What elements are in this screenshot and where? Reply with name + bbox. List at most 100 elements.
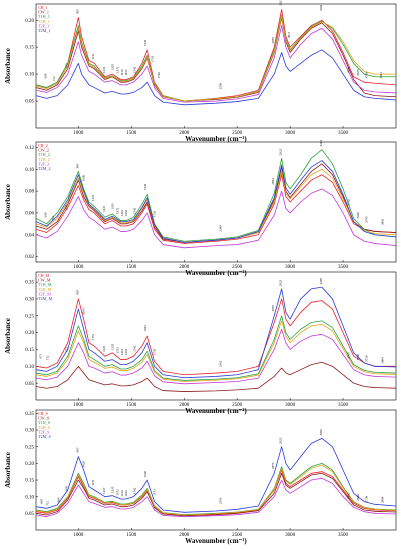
series-line-t2h-m (35, 320, 397, 382)
legend-entry: CW_S (38, 416, 50, 421)
y-tick-label: 0.10 (25, 168, 34, 173)
peak-label: 3294 (319, 140, 323, 147)
series-line-cw-s (35, 472, 397, 517)
y-tick-label: 0.04 (25, 233, 34, 238)
peak-label: 3565 (346, 352, 350, 359)
series-line-t2m-m (35, 286, 397, 379)
x-tick-label: 1000 (73, 403, 84, 408)
x-tick-label: 3000 (285, 131, 296, 136)
peak-label: 1542 (133, 207, 137, 214)
peak-label: 3635 (356, 69, 360, 76)
peak-label: 2923 (279, 148, 283, 155)
peak-label: 997 (75, 9, 79, 14)
y-tick-label: 0.10 (25, 365, 34, 370)
y-tick-label: 0.12 (25, 146, 34, 151)
series-line-t2h-2 (35, 168, 397, 243)
legend-entry: CR_2 (38, 143, 48, 148)
series-line-t2f-s (35, 477, 397, 518)
y-tick-label: 0.30 (25, 298, 34, 303)
y-tick-label: 0.06 (25, 212, 34, 217)
legend-entry: T2H_2 (38, 157, 50, 162)
legend-entry: T2F_2 (38, 161, 49, 166)
x-axis-label: Wavenumber (cm⁻¹) (185, 407, 247, 415)
peak-label: 2923 (279, 0, 283, 6)
legend-entry: CR_M (38, 273, 50, 278)
y-tick-label: 0.35 (25, 412, 34, 417)
x-tick-label: 3500 (338, 265, 349, 270)
peak-label: 3566 (346, 66, 350, 73)
peak-label: 712 (46, 355, 50, 360)
x-tick-label: 1000 (73, 131, 84, 136)
peak-label: 1151 (91, 479, 95, 486)
peak-label: 668 (44, 212, 48, 217)
peak-label: 668 (44, 73, 48, 78)
y-tick-label: 0.20 (25, 331, 34, 336)
x-tick-label: 1500 (126, 265, 137, 270)
peak-label: 2349 (218, 225, 222, 232)
x-tick-label: 1500 (126, 403, 137, 408)
legend-entry: T1H_M (38, 282, 52, 287)
peak-label: 2923 (279, 437, 283, 444)
x-tick-label: 2000 (179, 533, 190, 538)
peak-label: 3745 (364, 216, 368, 223)
y-axis-label: Absorbance (4, 48, 12, 84)
series-line-t2f-1 (35, 25, 397, 103)
x-axis-label: Wavenumber (cm⁻¹) (185, 269, 247, 277)
peak-label: 2356 (218, 497, 222, 504)
peak-label: 1542 (133, 345, 137, 352)
peak-label: 3562 (346, 199, 350, 206)
y-tick-label: 0.15 (25, 479, 34, 484)
x-tick-label: 3500 (338, 533, 349, 538)
y-tick-label: 0.10 (25, 495, 34, 500)
peak-label: 1335 (110, 64, 114, 71)
y-axis-label: Absorbance (4, 184, 12, 220)
y-tick-label: 0.05 (25, 512, 34, 517)
peak-label: 3739 (364, 355, 368, 362)
series-line-cr-s (35, 469, 397, 516)
peak-label: 1733 (153, 211, 157, 218)
series-line-t2f-2 (35, 188, 397, 249)
peak-label: 1733 (153, 348, 157, 355)
peak-label: 671 (38, 353, 42, 358)
y-tick-label: 0.15 (25, 348, 34, 353)
y-tick-label: 0.30 (25, 429, 34, 434)
legend-entry: T2H_M (38, 287, 52, 292)
legend-entry: T2F_1 (38, 23, 49, 28)
peak-label: 1733 (151, 56, 155, 63)
peak-label: 2855 (271, 305, 275, 312)
x-tick-label: 3000 (285, 403, 296, 408)
peak-label: 712 (51, 215, 55, 220)
peak-label: 1542 (133, 487, 137, 494)
peak-label: 870 (65, 485, 69, 490)
peak-label: 1151 (91, 53, 95, 60)
peak-label: 3739 (364, 496, 368, 503)
x-tick-label: 2500 (232, 403, 243, 408)
legend-entry: T1H_S (38, 420, 51, 425)
legend-entry: T2H_1 (38, 19, 50, 24)
peak-label: 1231 (102, 205, 106, 212)
x-tick-label: 1500 (126, 533, 137, 538)
peak-label: 3011 (287, 31, 291, 38)
series-line-cr-2 (35, 174, 397, 244)
series-line-t2f-m (35, 328, 397, 385)
peak-label: 1640 (143, 471, 147, 478)
peak-label: 1151 (91, 194, 95, 201)
series-line-cr-1 (35, 8, 397, 102)
peak-label: 1028 (82, 461, 86, 468)
series-line-cw-m (35, 361, 397, 392)
peak-label: 1372 (116, 489, 120, 496)
peak-label: 997 (75, 163, 79, 168)
peak-label: 3565 (346, 492, 350, 499)
peak-label: 3298 (319, 278, 323, 285)
peak-label: 2876 (271, 462, 275, 469)
peak-label: 1030 (82, 175, 86, 182)
panel-2: 1000 1500 2000 2500 3000 3500 0.02 0.04 0.06 0.08… (4, 140, 397, 277)
peak-label: 3902 (380, 218, 384, 225)
peak-label: 1335 (110, 486, 114, 493)
peak-label: 668 (39, 499, 43, 504)
legend-entry: T2M_2 (38, 166, 51, 171)
series-line-cw-2 (35, 163, 397, 243)
x-tick-label: 3000 (285, 265, 296, 270)
peak-label: 3296 (319, 429, 323, 436)
x-tick-label: 3000 (285, 533, 296, 538)
